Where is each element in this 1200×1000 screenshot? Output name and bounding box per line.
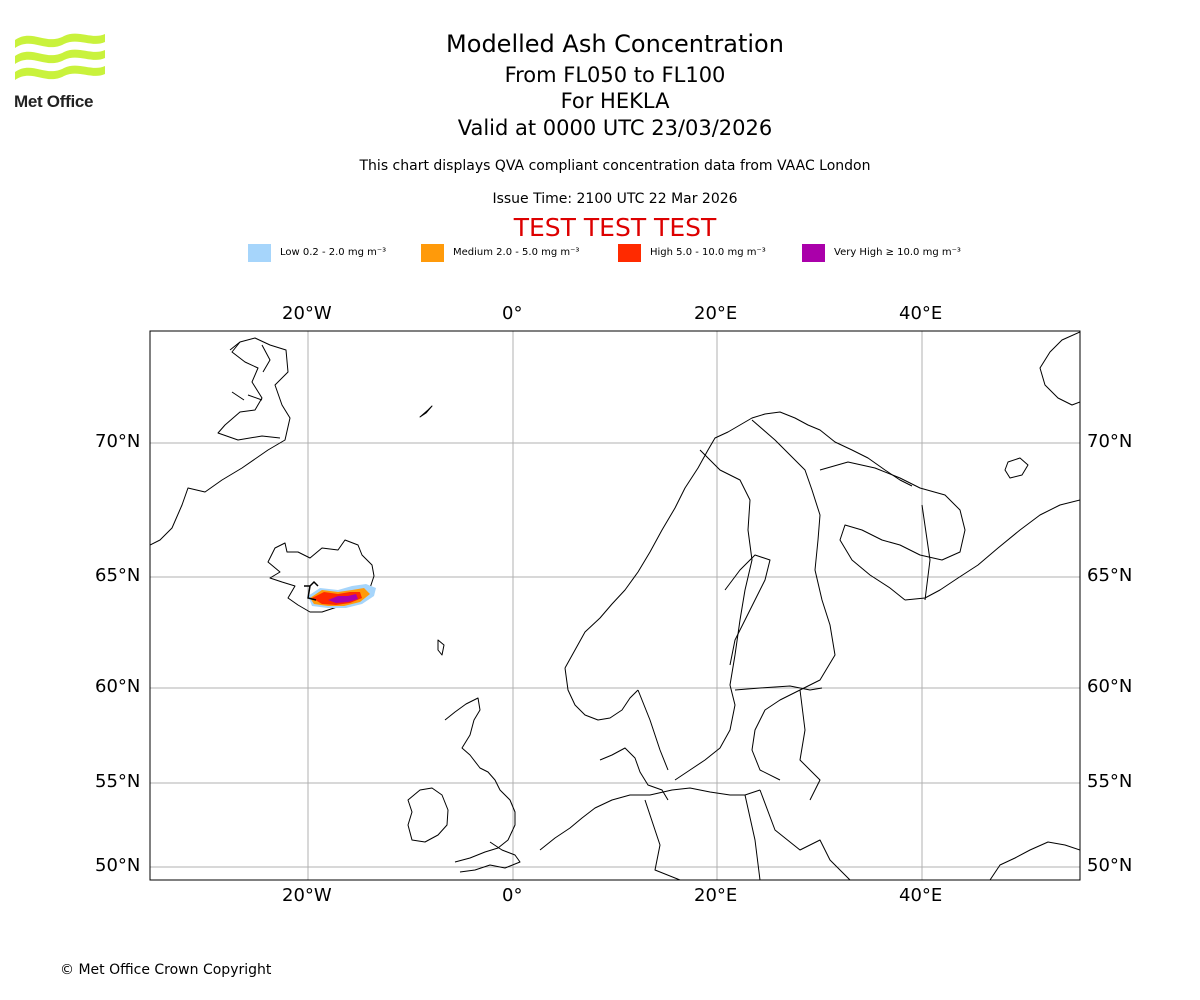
tick-right-60n: 60°N xyxy=(1087,676,1133,697)
baltic-east-coast xyxy=(751,419,836,781)
england-coast xyxy=(459,841,521,873)
ash-plume xyxy=(304,580,376,608)
volcano-name: For HEKLA xyxy=(560,89,670,113)
greenland-fjords xyxy=(229,341,271,401)
map-frame xyxy=(149,330,1081,881)
issue-time: Issue Time: 2100 UTC 22 Mar 2026 xyxy=(492,191,738,207)
ireland-coast xyxy=(407,787,449,843)
legend-swatch-very-high xyxy=(802,244,825,262)
tick-left-55n: 55°N xyxy=(95,771,141,792)
tick-top-20e: 20°E xyxy=(694,303,738,324)
copyright-notice: © Met Office Crown Copyright xyxy=(60,962,272,978)
tick-left-60n: 60°N xyxy=(95,676,141,697)
valid-time: Valid at 0000 UTC 23/03/2026 xyxy=(457,116,773,140)
flight-level-range: From FL050 to FL100 xyxy=(504,63,726,87)
legend-label-low: Low 0.2 - 2.0 mg m⁻³ xyxy=(280,247,387,258)
tick-top-40e: 40°E xyxy=(899,303,943,324)
tick-left-65n: 65°N xyxy=(95,565,141,586)
tick-bottom-20e: 20°E xyxy=(694,885,738,906)
kolguyev-island xyxy=(1004,457,1029,479)
coastlines xyxy=(150,331,1080,880)
tick-right-50n: 50°N xyxy=(1087,855,1133,876)
gulf-of-bothnia xyxy=(724,554,771,666)
iceland-coast xyxy=(267,539,375,613)
met-office-logo: Met Office xyxy=(14,30,114,112)
logo-wordmark: Met Office xyxy=(14,92,94,111)
greenland-coast xyxy=(150,337,291,546)
tick-right-55n: 55°N xyxy=(1087,771,1133,792)
scotland-coast xyxy=(444,697,516,863)
gulf-of-finland xyxy=(734,685,823,691)
met-office-waves-icon xyxy=(15,33,105,80)
tick-bottom-20w: 20°W xyxy=(282,885,332,906)
hekla-source-marker xyxy=(304,580,319,601)
white-sea-shore xyxy=(904,499,1080,601)
ash-very-high-area xyxy=(328,594,358,603)
tick-left-70n: 70°N xyxy=(95,431,141,452)
legend-swatch-low xyxy=(248,244,271,262)
faroe-islands xyxy=(437,639,445,656)
map-graticule xyxy=(150,331,1080,880)
tick-right-65n: 65°N xyxy=(1087,565,1133,586)
north-europe-coast xyxy=(539,787,761,851)
tick-left-50n: 50°N xyxy=(95,855,141,876)
legend-swatch-high xyxy=(618,244,641,262)
caspian-black-sea-hint xyxy=(989,841,1080,880)
denmark-coast xyxy=(599,747,669,801)
legend-label-very-high: Very High ≥ 10.0 mg m⁻³ xyxy=(834,247,961,258)
norway-south xyxy=(564,667,639,721)
legend-swatch-medium xyxy=(421,244,444,262)
tick-right-70n: 70°N xyxy=(1087,431,1133,452)
test-banner: TEST TEST TEST xyxy=(513,213,717,242)
chart-description: This chart displays QVA compliant concen… xyxy=(359,158,871,174)
legend-label-high: High 5.0 - 10.0 mg m⁻³ xyxy=(650,247,766,258)
tick-top-0: 0° xyxy=(502,303,523,324)
tick-bottom-0: 0° xyxy=(502,885,523,906)
tick-bottom-40e: 40°E xyxy=(899,885,943,906)
novaya-zemlya xyxy=(1039,331,1080,406)
tick-top-20w: 20°W xyxy=(282,303,332,324)
sweden-finland-border xyxy=(674,449,753,781)
legend-label-medium: Medium 2.0 - 5.0 mg m⁻³ xyxy=(453,247,580,258)
jan-mayen xyxy=(419,405,433,418)
kola-peninsula xyxy=(819,461,966,601)
norway-coast xyxy=(564,411,913,669)
country-borders xyxy=(637,504,931,880)
chart-title: Modelled Ash Concentration xyxy=(446,30,784,58)
